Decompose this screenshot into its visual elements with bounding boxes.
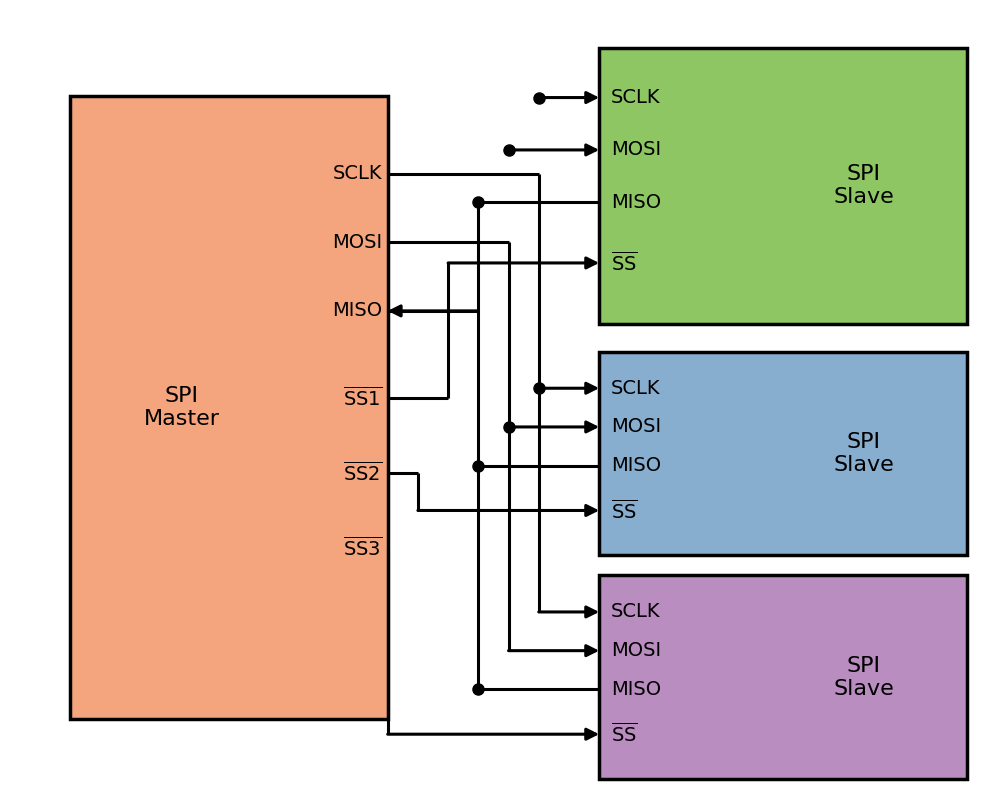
Text: SCLK: SCLK (611, 602, 661, 622)
Text: MOSI: MOSI (611, 417, 662, 436)
Text: MISO: MISO (611, 456, 662, 475)
Text: $\overline{\mathrm{SS}}$: $\overline{\mathrm{SS}}$ (611, 722, 638, 746)
Text: SCLK: SCLK (611, 88, 661, 107)
Text: SPI
Slave: SPI Slave (834, 431, 894, 475)
Bar (599, 48, 967, 324)
Text: SPI
Slave: SPI Slave (834, 655, 894, 699)
Text: MOSI: MOSI (611, 141, 662, 160)
Bar (599, 575, 967, 779)
Text: SPI
Slave: SPI Slave (834, 164, 894, 208)
Text: MISO: MISO (611, 680, 662, 699)
Text: MOSI: MOSI (332, 233, 383, 252)
Text: $\overline{\mathrm{SS2}}$: $\overline{\mathrm{SS2}}$ (343, 461, 383, 485)
Text: SCLK: SCLK (611, 379, 661, 398)
Text: SPI
Master: SPI Master (144, 386, 220, 429)
Text: $\overline{\mathrm{SS1}}$: $\overline{\mathrm{SS1}}$ (343, 387, 383, 410)
Text: $\overline{\mathrm{SS}}$: $\overline{\mathrm{SS}}$ (611, 251, 638, 275)
Text: MOSI: MOSI (611, 641, 662, 660)
Bar (70, 96, 388, 719)
Text: MISO: MISO (332, 301, 383, 320)
Text: MISO: MISO (611, 193, 662, 212)
Bar (599, 352, 967, 555)
Text: SCLK: SCLK (333, 165, 383, 183)
Text: $\overline{\mathrm{SS}}$: $\overline{\mathrm{SS}}$ (611, 499, 638, 523)
Text: $\overline{\mathrm{SS3}}$: $\overline{\mathrm{SS3}}$ (343, 536, 383, 559)
